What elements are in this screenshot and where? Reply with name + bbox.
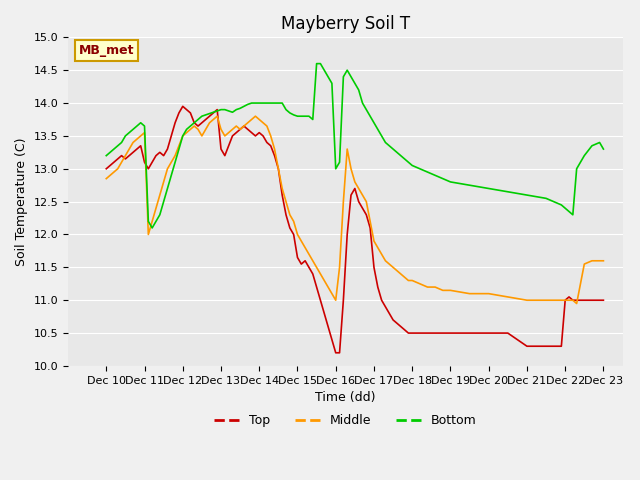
Middle (336, 264, 344, 270)
Middle (282, 199, 290, 204)
Top (114, 156, 122, 162)
Middle (573, 300, 580, 306)
Bottom (340, 74, 348, 80)
Middle (393, 268, 401, 274)
Middle (129, 140, 137, 145)
Bottom (397, 153, 404, 158)
Text: MB_met: MB_met (79, 44, 134, 57)
Middle (198, 133, 205, 139)
Top (102, 166, 110, 172)
Top (370, 264, 378, 270)
Line: Bottom: Bottom (106, 64, 604, 228)
Top (347, 192, 355, 198)
Bottom (148, 225, 156, 231)
Middle (374, 245, 381, 251)
Title: Mayberry Soil T: Mayberry Soil T (281, 15, 410, 33)
Bottom (129, 126, 137, 132)
Bottom (600, 146, 607, 152)
Top (504, 330, 511, 336)
Bottom (282, 107, 290, 112)
Line: Top: Top (106, 107, 604, 353)
X-axis label: Time (dd): Time (dd) (315, 391, 376, 404)
Top (343, 232, 351, 238)
Bottom (378, 133, 385, 139)
Top (385, 311, 393, 316)
Middle (213, 113, 221, 119)
Bottom (102, 153, 110, 158)
Bottom (202, 112, 209, 118)
Middle (600, 258, 607, 264)
Middle (102, 176, 110, 181)
Bottom (313, 61, 321, 67)
Top (179, 104, 187, 109)
Top (332, 350, 340, 356)
Legend: Top, Middle, Bottom: Top, Middle, Bottom (209, 409, 482, 432)
Y-axis label: Soil Temperature (C): Soil Temperature (C) (15, 137, 28, 266)
Top (600, 297, 607, 303)
Line: Middle: Middle (106, 116, 604, 303)
